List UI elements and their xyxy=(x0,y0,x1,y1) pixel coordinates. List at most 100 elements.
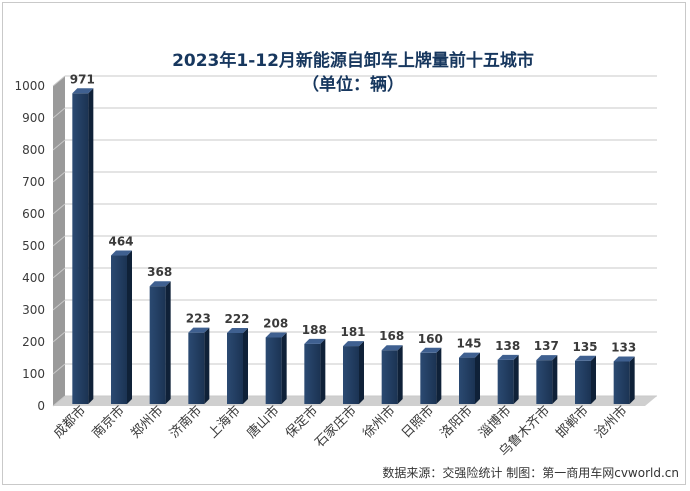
category-label: 上海市 xyxy=(205,403,244,442)
category-label: 徐州市 xyxy=(360,403,399,442)
bar-top xyxy=(188,327,210,333)
data-label: 138 xyxy=(495,339,520,353)
bar xyxy=(265,332,287,404)
bar-front xyxy=(188,332,205,404)
category-label: 日照市 xyxy=(398,403,437,442)
bar-side xyxy=(165,281,171,404)
data-label: 188 xyxy=(302,323,327,337)
data-label: 208 xyxy=(263,316,288,330)
bar-front xyxy=(149,286,166,404)
source-note: 数据来源：交强险统计 制图：第一商用车网cvworld.cn xyxy=(382,465,679,480)
bar-side xyxy=(629,356,635,404)
bar xyxy=(420,347,442,404)
category-label: 郑州市 xyxy=(128,403,167,442)
bar xyxy=(575,355,596,404)
bar xyxy=(613,356,635,404)
bar-front xyxy=(575,360,591,404)
category-label: 邯郸市 xyxy=(553,403,592,442)
data-label: 137 xyxy=(534,339,559,353)
gridline-wall xyxy=(52,267,66,279)
data-label: 145 xyxy=(456,337,481,351)
bar-side xyxy=(243,327,248,404)
gridline-wall xyxy=(52,299,66,311)
y-tick-label: 700 xyxy=(22,175,45,189)
gridline-wall xyxy=(52,203,66,215)
gridline-wall xyxy=(52,107,66,119)
bar-front xyxy=(111,255,127,404)
bar-side xyxy=(552,355,558,404)
category-label: 洛阳市 xyxy=(437,403,476,442)
bar-top xyxy=(149,281,171,287)
y-tick-label: 600 xyxy=(22,207,45,221)
bar-top xyxy=(265,332,287,338)
bar-front xyxy=(72,93,89,404)
category-label: 唐山市 xyxy=(244,403,283,442)
data-label: 135 xyxy=(572,340,597,354)
bar-side xyxy=(397,345,403,404)
bar-side xyxy=(513,354,519,404)
bar xyxy=(381,345,403,404)
category-label: 石家庄市 xyxy=(312,403,360,451)
bar-top xyxy=(72,88,94,94)
bar-top xyxy=(304,338,326,344)
category-label: 成都市 xyxy=(50,403,89,442)
bar-front xyxy=(536,360,553,404)
bar-front xyxy=(304,343,321,404)
bar xyxy=(459,352,480,404)
bar-side xyxy=(88,88,94,404)
category-label: 淄博市 xyxy=(476,403,515,442)
bar xyxy=(497,354,519,404)
data-label: 223 xyxy=(186,312,211,326)
data-label: 222 xyxy=(224,312,249,326)
bar-front xyxy=(265,337,282,404)
gridline-wall xyxy=(52,331,66,343)
category-label: 南京市 xyxy=(89,403,128,442)
category-label: 济南市 xyxy=(166,403,205,442)
y-tick-label: 900 xyxy=(22,111,45,125)
data-label: 368 xyxy=(147,265,172,279)
y-axis-ticks: 0 100 200 300 400 500 600 700 800 900 1000 xyxy=(14,79,45,413)
bar-front xyxy=(613,361,630,404)
gridline-wall xyxy=(52,75,66,87)
bar-side xyxy=(359,341,364,404)
y-tick-label: 200 xyxy=(22,335,45,349)
bar-chart: 0 100 200 300 400 500 600 700 800 900 1000 971 464 3… xyxy=(14,50,679,480)
bar-front xyxy=(420,352,437,404)
bar-top xyxy=(420,347,442,353)
bar-front xyxy=(459,357,475,404)
chart-frame: 0 100 200 300 400 500 600 700 800 900 1000 971 464 3… xyxy=(2,2,686,485)
y-tick-label: 0 xyxy=(37,399,45,413)
y-tick-label: 300 xyxy=(22,303,45,317)
bar xyxy=(188,327,210,404)
category-label: 沧州市 xyxy=(592,403,631,442)
y-tick-label: 400 xyxy=(22,271,45,285)
bar-side xyxy=(204,327,210,404)
bar xyxy=(343,341,364,404)
bar-front xyxy=(381,350,398,404)
bar-top xyxy=(381,345,403,351)
bar-top xyxy=(497,354,519,360)
bar-side xyxy=(281,332,287,404)
data-label: 160 xyxy=(418,332,443,346)
bar-side xyxy=(436,347,442,404)
gridline-wall xyxy=(52,235,66,247)
category-label: 保定市 xyxy=(282,403,321,442)
bar xyxy=(149,281,171,404)
bar-top xyxy=(111,250,132,256)
data-labels: 971 464 368 223 222 208 188 181 168 160 145 138 137 1… xyxy=(70,72,636,354)
bar xyxy=(536,355,558,404)
bar-side xyxy=(320,338,326,404)
data-label: 168 xyxy=(379,329,404,343)
bar-top xyxy=(459,352,480,358)
bar-top xyxy=(227,327,248,333)
data-label: 464 xyxy=(108,235,133,249)
gridline-wall xyxy=(52,139,66,151)
chart-title: 2023年1-12月新能源自卸车上牌量前十五城市 xyxy=(172,50,534,71)
bar xyxy=(304,338,326,404)
bar-front xyxy=(227,332,243,404)
bar-top xyxy=(575,355,596,361)
bar-front xyxy=(497,359,514,404)
chart-subtitle: （单位：辆） xyxy=(302,74,404,95)
bar xyxy=(227,327,248,404)
